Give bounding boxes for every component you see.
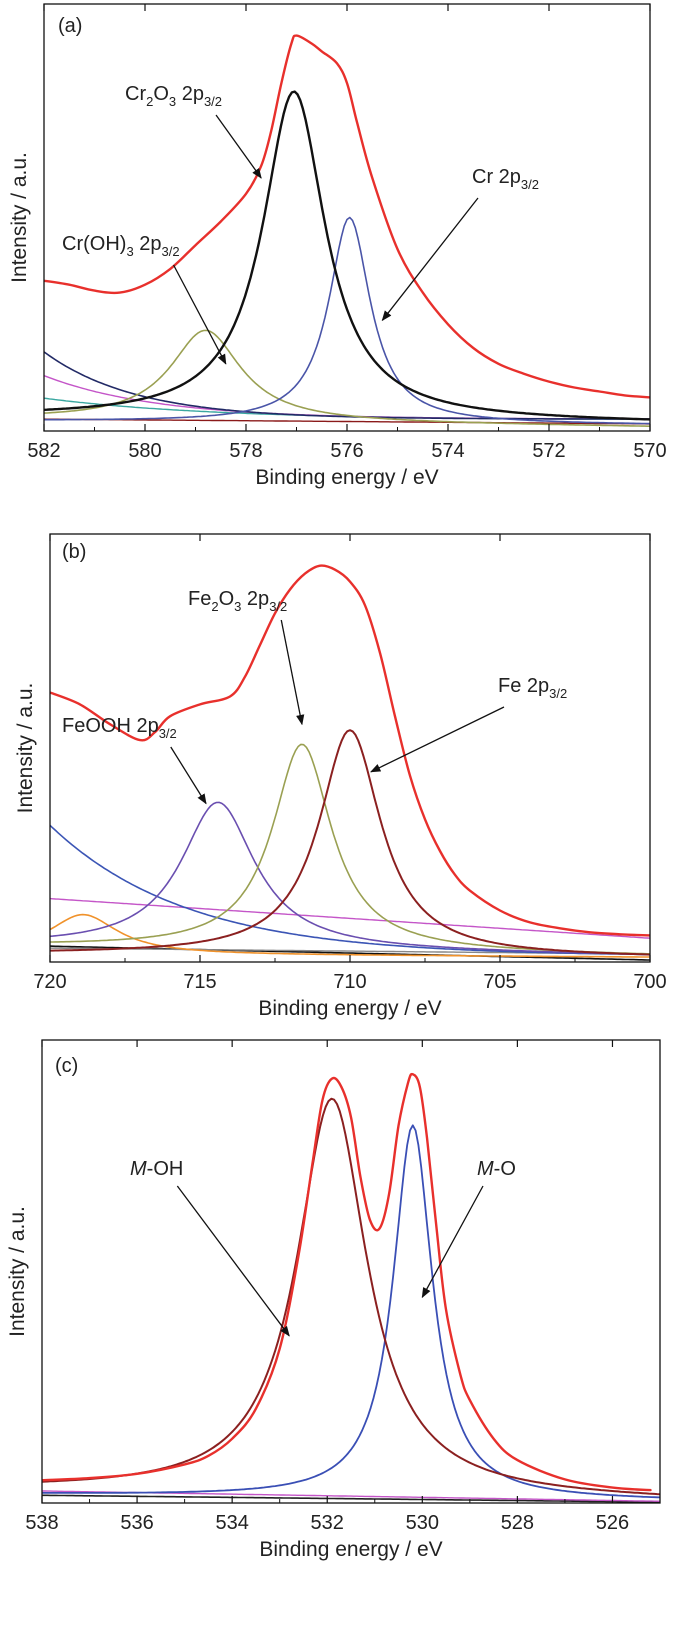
annotation-arrow [176,1185,290,1337]
series-envelope [42,1072,652,1492]
x-tick-label: 700 [633,971,666,993]
panel-c-chart: 538 536 534 532 530 528 526 Binding energy / eV… [6,1039,661,1561]
x-tick-label: 720 [33,971,66,993]
annotation-arrow [172,264,227,365]
series-baseline [42,1494,660,1503]
series-fe-2p3-2 [50,729,650,956]
x-axis: 582 580 578 576 574 572 570 [27,4,667,462]
annotation-arrow [421,1185,484,1299]
annotation-label: M-OH [130,1158,183,1180]
x-axis-label: Binding energy / eV [258,997,441,1020]
annotation-label: FeOOH 2p3/2 [62,715,177,741]
series-envelope [44,34,650,399]
plot-frame [49,533,651,963]
annotation-label: Fe 2p3/2 [498,675,567,701]
series-background-1 [44,351,650,420]
x-tick-label: 528 [501,1512,534,1534]
annotation-label: Fe2O3 2p3/2 [188,588,287,614]
plot-frame [43,3,651,432]
x-tick-label: 572 [532,440,565,462]
x-tick-label: 580 [128,440,161,462]
panel-b-chart: 720 715 710 705 700 Binding energy / eV Intens… [14,533,667,1020]
annotation-arrow [381,197,479,322]
series-background-1 [50,824,650,956]
x-tick-label: 576 [330,440,363,462]
series-feooh-2p3-2 [50,801,650,956]
x-axis: 720 715 710 705 700 [33,534,667,993]
x-tick-label: 532 [311,1512,344,1534]
plot-frame [41,1039,661,1504]
series-group [50,564,650,961]
y-axis-label: Intensity / a.u. [6,1206,29,1337]
x-tick-label: 536 [120,1512,153,1534]
y-axis-label: Intensity / a.u. [14,683,37,814]
x-axis-label: Binding energy / eV [259,1538,442,1561]
series-m-o [42,1124,660,1499]
annotation-arrow [215,114,262,179]
x-tick-label: 715 [183,971,216,993]
series-background-2 [44,374,650,420]
x-tick-label: 538 [25,1512,58,1534]
series-baseline [44,418,650,425]
series-cr2o3-2p3-2 [44,90,650,421]
panel-label: (b) [62,541,86,563]
annotation-label: Cr(OH)3 2p3/2 [62,233,180,259]
panel-a-chart: 582 580 578 576 574 572 570 Binding energy / eV… [8,3,667,489]
panel-label: (a) [58,15,82,37]
x-tick-label: 530 [406,1512,439,1534]
x-axis: 538 536 534 532 530 528 526 [25,1040,661,1534]
series-envelope [50,564,650,937]
y-axis-label: Intensity / a.u. [8,152,31,283]
annotation-label: Cr2O3 2p3/2 [125,83,222,109]
x-tick-label: 534 [215,1512,248,1534]
annotation-label: M-O [477,1158,516,1180]
series-fe2o3-2p3-2 [50,743,650,955]
panel-label: (c) [55,1055,78,1077]
series-cr-2p3-2 [44,216,650,425]
annotation-label: Cr 2p3/2 [472,166,539,192]
x-tick-label: 582 [27,440,60,462]
annotation-arrow [170,746,207,805]
x-tick-label: 578 [229,440,262,462]
x-axis-label: Binding energy / eV [255,466,438,489]
x-tick-label: 705 [483,971,516,993]
series-group [44,34,650,427]
series-background-2 [50,897,650,939]
x-tick-label: 574 [431,440,464,462]
x-tick-label: 526 [596,1512,629,1534]
annotation-arrow [280,619,305,726]
annotation-arrow [370,706,505,773]
series-group [42,1072,660,1503]
series-cr-oh-3-2p3-2 [44,329,650,427]
x-tick-label: 570 [633,440,666,462]
x-tick-label: 710 [333,971,366,993]
series-fe-satellite [50,913,650,958]
